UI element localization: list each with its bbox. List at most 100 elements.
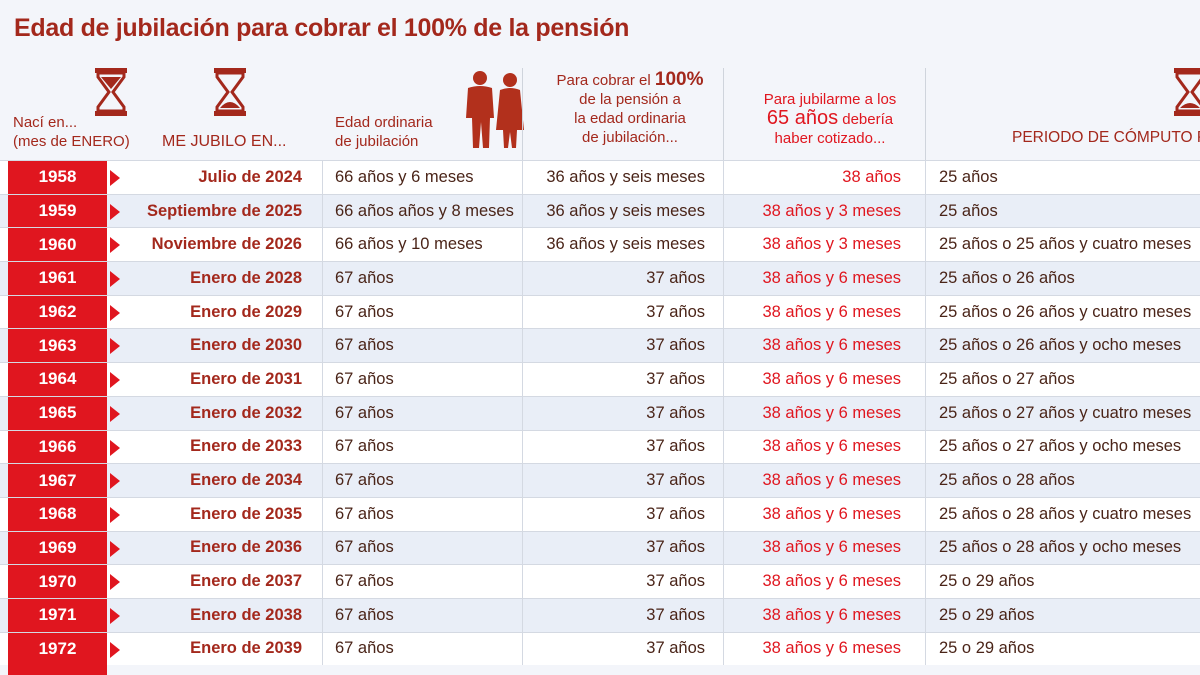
retirement-date: Enero de 2038 [190,605,302,624]
contribution-at-65: 38 años y 6 meses [723,565,925,598]
contribution-at-65: 38 años y 3 meses [723,228,925,262]
arrow-right-icon [110,439,120,456]
contribution-years: 37 años [522,531,723,565]
computation-period: 25 o 29 años [925,598,1200,632]
ordinary-age: 67 años [322,565,522,598]
header-text: 65 años [766,107,839,129]
header-contribution-100: Para cobrar el 100% de la pensión a la e… [530,70,730,147]
contribution-at-65: 38 años y 6 meses [723,430,925,464]
header-text: (mes de ENERO) [13,133,130,150]
header-text: de jubilación... [582,129,678,146]
birth-year: 1967 [8,464,107,497]
arrow-right-icon [110,607,120,624]
header-text: de la pensión a [579,91,681,108]
table-row: 1960 Noviembre de 2026 66 años y 10 mese… [0,227,1200,262]
computation-period: 25 años [925,194,1200,228]
ordinary-age: 67 años [322,396,522,430]
contribution-years: 37 años [522,262,723,295]
header-text: la edad ordinaria [574,110,686,127]
ordinary-age: 67 años [322,262,522,295]
birth-year: 1970 [8,565,107,598]
birth-year: 1971 [8,598,107,632]
header-text: Edad ordinaria [335,114,433,131]
header-retire-in: ME JUBILO EN... [162,133,287,150]
contribution-at-65: 38 años y 6 meses [723,598,925,632]
computation-period: 25 años o 26 años y cuatro meses [925,295,1200,329]
ordinary-age: 67 años [322,329,522,363]
table-row: 1972 Enero de 2039 67 años 37 años 38 añ… [0,631,1200,666]
table-row: 1962 Enero de 2029 67 años 37 años 38 añ… [0,294,1200,329]
computation-period: 25 o 29 años [925,565,1200,598]
table-row: 1964 Enero de 2031 67 años 37 años 38 añ… [0,362,1200,396]
retirement-date: Enero de 2030 [190,336,302,355]
computation-period: 25 años o 28 años y cuatro meses [925,497,1200,531]
header-text: de jubilación [335,133,419,150]
ordinary-age: 67 años [322,497,522,531]
table-row: 1965 Enero de 2032 67 años 37 años 38 añ… [0,395,1200,430]
table-row: 1961 Enero de 2028 67 años 37 años 38 añ… [0,261,1200,295]
arrow-right-icon [110,540,120,557]
retirement-date: Julio de 2024 [198,167,302,186]
arrow-right-icon [110,473,120,490]
retirement-date: Enero de 2028 [190,268,302,287]
contribution-years: 36 años y seis meses [522,161,723,194]
contribution-years: 37 años [522,632,723,666]
computation-period: 25 años o 27 años [925,363,1200,396]
ordinary-age: 67 años [322,632,522,666]
ordinary-age: 67 años [322,531,522,565]
arrow-right-icon [110,641,120,658]
computation-period: 25 años o 27 años y cuatro meses [925,396,1200,430]
header-text: debería [838,111,894,128]
header-text: Para jubilarme a los [763,91,897,108]
retirement-date: Enero de 2036 [190,538,302,557]
arrow-right-icon [110,405,120,422]
elderly-couple-icon [466,71,524,148]
arrow-right-icon [110,237,120,254]
contribution-at-65: 38 años y 6 meses [723,531,925,565]
contribution-years: 37 años [522,598,723,632]
ordinary-age: 67 años [322,464,522,497]
header-ordinary-age: Edad ordinaria de jubilación [335,113,433,151]
table-row: 1969 Enero de 2036 67 años 37 años 38 añ… [0,530,1200,565]
table-row: 1966 Enero de 2033 67 años 37 años 38 añ… [0,429,1200,464]
contribution-years: 37 años [522,396,723,430]
contribution-years: 37 años [522,464,723,497]
retirement-date: Septiembre de 2025 [147,201,302,220]
birth-year: 1969 [8,531,107,565]
contribution-years: 37 años [522,363,723,396]
table-row: 1971 Enero de 2038 67 años 37 años 38 añ… [0,597,1200,632]
header-text: haber cotizado... [774,130,886,147]
contribution-at-65: 38 años y 6 meses [723,396,925,430]
computation-period: 25 años o 28 años [925,464,1200,497]
contribution-at-65: 38 años y 6 meses [723,497,925,531]
birth-year: 1964 [8,363,107,396]
birth-year: 1966 [8,430,107,464]
retirement-date: Enero de 2037 [190,572,302,591]
contribution-years: 37 años [522,497,723,531]
table-row: 1968 Enero de 2035 67 años 37 años 38 añ… [0,496,1200,531]
header-computation-period: PERIODO DE CÓMPUTO P [1012,129,1200,146]
hourglass-icon [95,68,127,116]
ordinary-age: 66 años y 10 meses [322,228,522,262]
contribution-years: 36 años y seis meses [522,194,723,228]
computation-period: 25 años o 27 años y ocho meses [925,430,1200,464]
page-title: Edad de jubilación para cobrar el 100% d… [14,14,630,42]
arrow-right-icon [110,574,120,591]
table-row: 1970 Enero de 2037 67 años 37 años 38 añ… [0,564,1200,598]
retirement-date: Enero de 2039 [190,639,302,658]
ordinary-age: 67 años [322,430,522,464]
arrow-right-icon [110,338,120,355]
ordinary-age: 67 años [322,295,522,329]
arrow-right-icon [110,506,120,523]
hourglass-icon [214,68,246,116]
ordinary-age: 66 años años y 8 meses [322,194,522,228]
ordinary-age: 67 años [322,363,522,396]
contribution-at-65: 38 años y 6 meses [723,295,925,329]
ordinary-age: 67 años [322,598,522,632]
retirement-date: Enero de 2029 [190,302,302,321]
birth-year: 1961 [8,262,107,295]
table-row: 1963 Enero de 2030 67 años 37 años 38 añ… [0,328,1200,363]
contribution-at-65: 38 años y 6 meses [723,363,925,396]
birth-year: 1958 [8,161,107,194]
computation-period: 25 o 29 años [925,632,1200,666]
